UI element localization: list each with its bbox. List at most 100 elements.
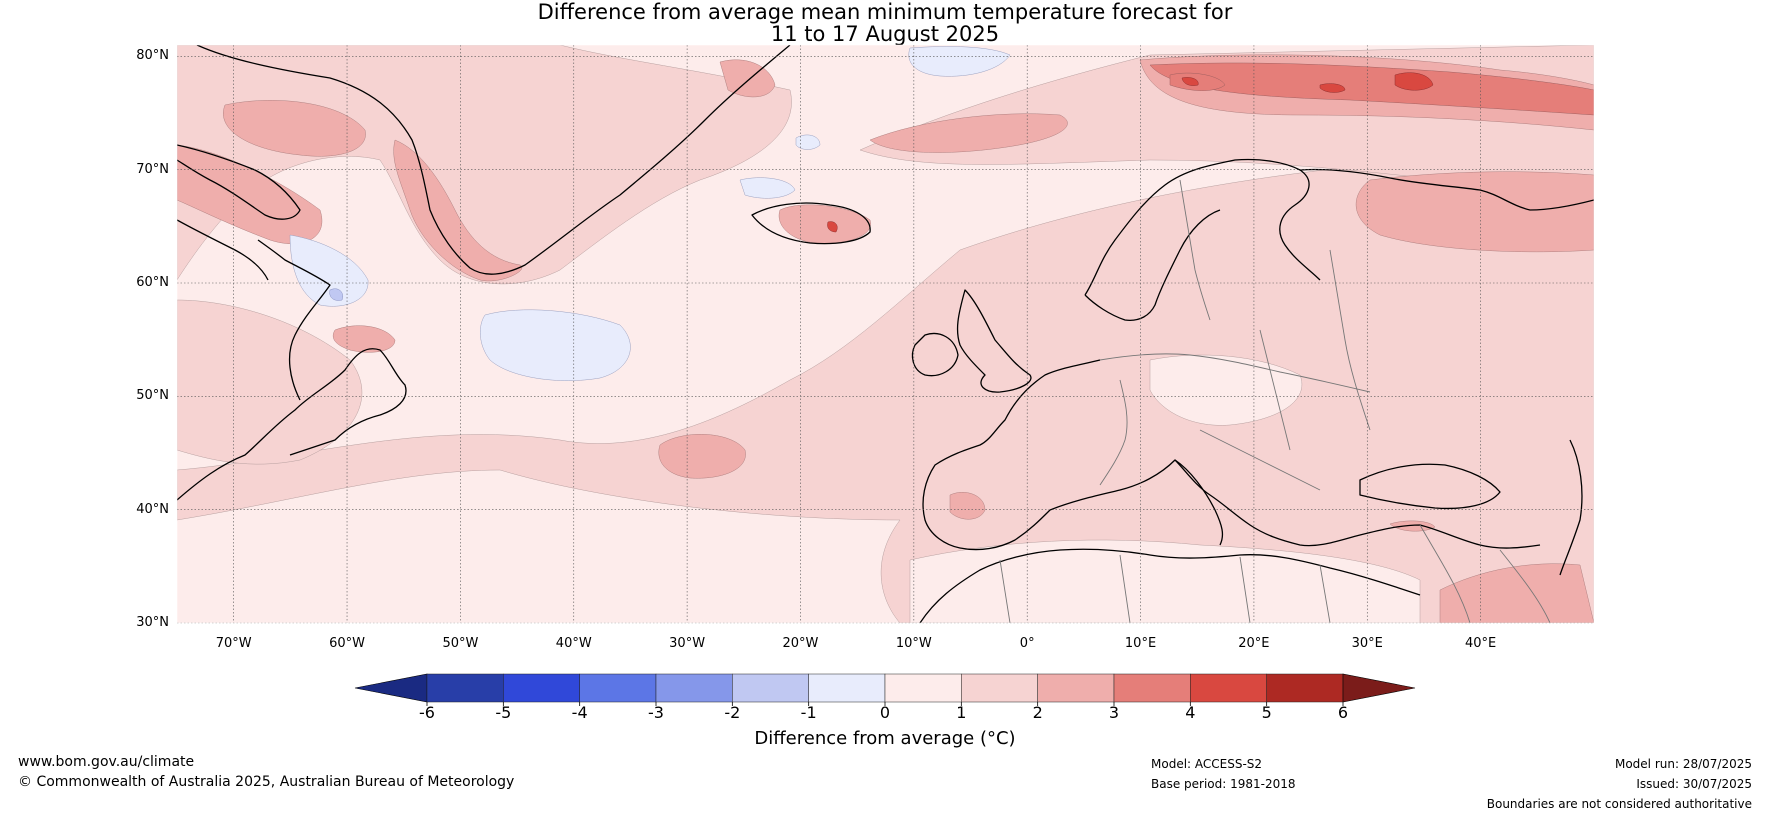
- longitude-label: 0°: [1019, 636, 1035, 651]
- colorbar-segment: [426, 673, 504, 703]
- country-borders: [999, 179, 1551, 623]
- latitude-label: 60°N: [136, 275, 169, 290]
- anomaly-region-4-5-barents-small: [1319, 83, 1346, 93]
- anomaly-region-4-5-iceland: [827, 221, 838, 233]
- footer-model: Model: ACCESS-S2: [1151, 757, 1263, 771]
- colorbar-tick-label: 6: [1337, 703, 1349, 722]
- anomaly-region-neg-0-1-svalbard-west: [908, 46, 1011, 77]
- coastline-black-sea: [1359, 463, 1501, 510]
- colorbar-segment: [1266, 673, 1344, 703]
- colorbar-tick-label: 3: [1108, 703, 1120, 722]
- colorbar: [354, 673, 1416, 706]
- colorbar-tick-label: 5: [1261, 703, 1272, 722]
- coastline-western-europe: [922, 359, 1101, 551]
- coastline-canada-arctic: [177, 219, 269, 281]
- border-middle-east: [1419, 524, 1551, 623]
- colorbar-tick-label: -6: [419, 703, 435, 722]
- anomaly-region-neg-0-1-greenland-sea: [739, 177, 796, 199]
- colorbar-tick-label: -2: [724, 703, 741, 722]
- colorbar-tick-label: 0: [879, 703, 891, 722]
- longitude-label: 30°W: [669, 636, 706, 651]
- longitude-label: 40°W: [555, 636, 592, 651]
- longitude-label: 20°E: [1238, 636, 1270, 651]
- colorbar-segment: [1190, 673, 1267, 703]
- coastline-north-africa: [919, 548, 1421, 623]
- colorbar-segment: [1037, 673, 1115, 703]
- footer-disclaimer: Boundaries are not considered authoritat…: [1486, 797, 1752, 811]
- coastline-baffin-island: [177, 144, 301, 220]
- anomaly-region-0-1-north-africa: [909, 539, 1421, 623]
- coastline-iceland: [751, 202, 871, 245]
- colorbar-tick-label: 1: [956, 703, 967, 722]
- colorbar-segment: [732, 673, 809, 703]
- border-russia-west: [1329, 249, 1371, 431]
- anomaly-region-2-3-russia: [1355, 171, 1594, 253]
- coastline-ireland: [911, 332, 959, 377]
- anomaly-region-neg-1-2-labrador: [329, 288, 343, 301]
- colorbar-segment: [655, 673, 733, 703]
- anomaly-region-2-3-iceland: [778, 204, 871, 244]
- border-central-europe: [1099, 353, 1371, 393]
- anomaly-region-1-2-atlantic-south: [177, 149, 1594, 623]
- colorbar-segment: [503, 673, 580, 703]
- colorbar-under-arrow: [354, 673, 428, 703]
- colorbar-tick-label: -1: [800, 703, 817, 722]
- map-title-line-2: 11 to 17 August 2025: [770, 22, 1000, 46]
- footer-model-run: Model run: 28/07/2025: [1614, 757, 1752, 771]
- anomaly-region-0-1-central-europe: [1149, 354, 1303, 426]
- latitude-label: 30°N: [136, 615, 169, 630]
- border-scandinavia: [1179, 179, 1211, 321]
- anomaly-region-2-3-baffin: [223, 100, 366, 157]
- anomaly-region-2-3-newfoundland: [332, 325, 396, 353]
- coastline-scandinavia: [1084, 158, 1321, 321]
- anomaly-region-2-3-east-med: [1389, 520, 1436, 532]
- anomaly-shading: [177, 45, 1594, 623]
- latitude-label: 50°N: [136, 388, 169, 404]
- coastline-mediterranean: [1049, 459, 1541, 549]
- colorbar-tick-label: -3: [648, 703, 664, 722]
- longitude-label: 50°W: [442, 636, 479, 651]
- longitude-label: 20°W: [782, 636, 819, 651]
- longitude-label: 10°W: [895, 636, 932, 651]
- colorbar-segment: [961, 673, 1038, 703]
- anomaly-region-2-3-east-greenland: [393, 139, 523, 282]
- coastlines: [177, 45, 1594, 623]
- map-title-line-1: Difference from average mean minimum tem…: [537, 0, 1233, 24]
- anomaly-region-neg-0-1-labrador-sea: [289, 234, 369, 307]
- footer-copyright: © Commonwealth of Australia 2025, Austra…: [18, 774, 515, 790]
- border-france-germany: [1099, 379, 1128, 486]
- longitude-label: 70°W: [215, 636, 252, 651]
- border-north-africa: [999, 554, 1331, 623]
- colorbar-segment: [1113, 673, 1191, 703]
- anomaly-region-2-3-norway-sea: [869, 113, 1068, 153]
- coastline-greenland: [196, 45, 791, 275]
- footer-website: www.bom.gov.au/climate: [18, 754, 195, 770]
- colorbar-segment: [884, 673, 962, 703]
- colorbar-segment: [808, 673, 886, 703]
- border-poland-ukraine: [1259, 329, 1291, 451]
- longitude-label: 40°E: [1464, 636, 1497, 651]
- map-frame: [176, 44, 1595, 624]
- latitude-label: 80°N: [136, 48, 169, 64]
- anomaly-region-4-5-svalbard: [1181, 77, 1199, 86]
- longitude-label: 60°W: [329, 636, 365, 651]
- anomaly-region-3-4-barents: [1149, 62, 1594, 116]
- coastline-caspian: [1559, 439, 1583, 576]
- coastline-italy: [1174, 459, 1224, 546]
- colorbar-tick-label: -4: [571, 703, 588, 722]
- coastline-labrador: [177, 239, 407, 501]
- anomaly-region-neg-0-1-jan-mayen: [795, 134, 821, 150]
- colorbar-label: Difference from average (°C): [754, 728, 1016, 749]
- anomaly-region-neg-0-1-central-atlantic: [480, 309, 631, 381]
- anomaly-region-2-3-middle-east: [1439, 563, 1594, 623]
- coastline-russia-north: [1299, 168, 1594, 211]
- colorbar-tick-label: 2: [1032, 703, 1043, 722]
- coastline-great-britain: [956, 289, 1032, 393]
- colorbar-over-arrow: [1342, 673, 1416, 703]
- longitude-label: 30°E: [1351, 636, 1383, 651]
- anomaly-region-2-3-spain: [949, 492, 986, 520]
- latitude-label: 70°N: [136, 161, 169, 177]
- colorbar-segment: [579, 673, 657, 703]
- border-balkans: [1199, 429, 1321, 491]
